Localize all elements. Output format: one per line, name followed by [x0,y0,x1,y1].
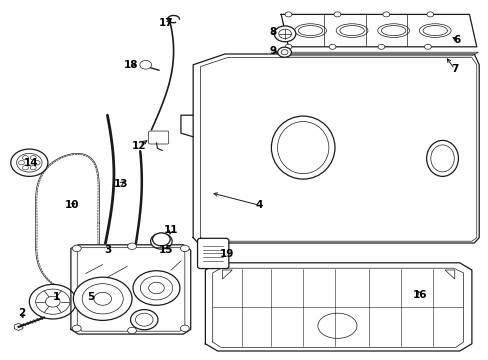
Circle shape [382,12,389,17]
Text: 10: 10 [64,200,79,210]
Circle shape [127,327,136,334]
Circle shape [127,243,136,249]
Polygon shape [181,115,193,137]
Circle shape [152,233,170,246]
Circle shape [11,149,48,176]
Circle shape [180,245,189,252]
Text: 16: 16 [412,290,427,300]
Text: 18: 18 [123,60,138,70]
Circle shape [133,271,180,305]
Circle shape [72,245,81,252]
Ellipse shape [426,140,458,176]
Text: 7: 7 [450,64,458,74]
Text: 3: 3 [104,245,111,255]
Polygon shape [193,54,478,243]
Circle shape [285,12,291,17]
Text: 14: 14 [23,158,38,168]
Ellipse shape [271,116,334,179]
Text: 1: 1 [53,292,60,302]
Polygon shape [205,263,471,351]
Text: 4: 4 [255,200,263,210]
Circle shape [73,277,132,320]
Polygon shape [71,245,190,334]
Text: 19: 19 [219,249,234,259]
Circle shape [333,12,340,17]
Text: 15: 15 [159,245,173,255]
Polygon shape [14,323,23,330]
Circle shape [328,44,335,49]
Circle shape [277,47,291,57]
Circle shape [150,233,172,249]
Circle shape [377,44,384,49]
Circle shape [424,44,430,49]
Text: 12: 12 [132,141,146,151]
Circle shape [285,44,291,49]
Circle shape [130,310,158,330]
Text: 8: 8 [269,27,276,37]
FancyBboxPatch shape [148,131,168,144]
Text: 9: 9 [269,46,276,56]
FancyBboxPatch shape [197,238,228,269]
Circle shape [72,325,81,332]
Text: 11: 11 [163,225,178,235]
Polygon shape [281,14,476,47]
Circle shape [29,284,76,319]
Circle shape [274,26,295,42]
Text: 5: 5 [87,292,94,302]
Circle shape [180,325,189,332]
Text: 6: 6 [453,35,460,45]
Text: 13: 13 [114,179,128,189]
Circle shape [140,60,151,69]
Text: 2: 2 [19,308,25,318]
Text: 17: 17 [159,18,173,28]
Circle shape [426,12,433,17]
